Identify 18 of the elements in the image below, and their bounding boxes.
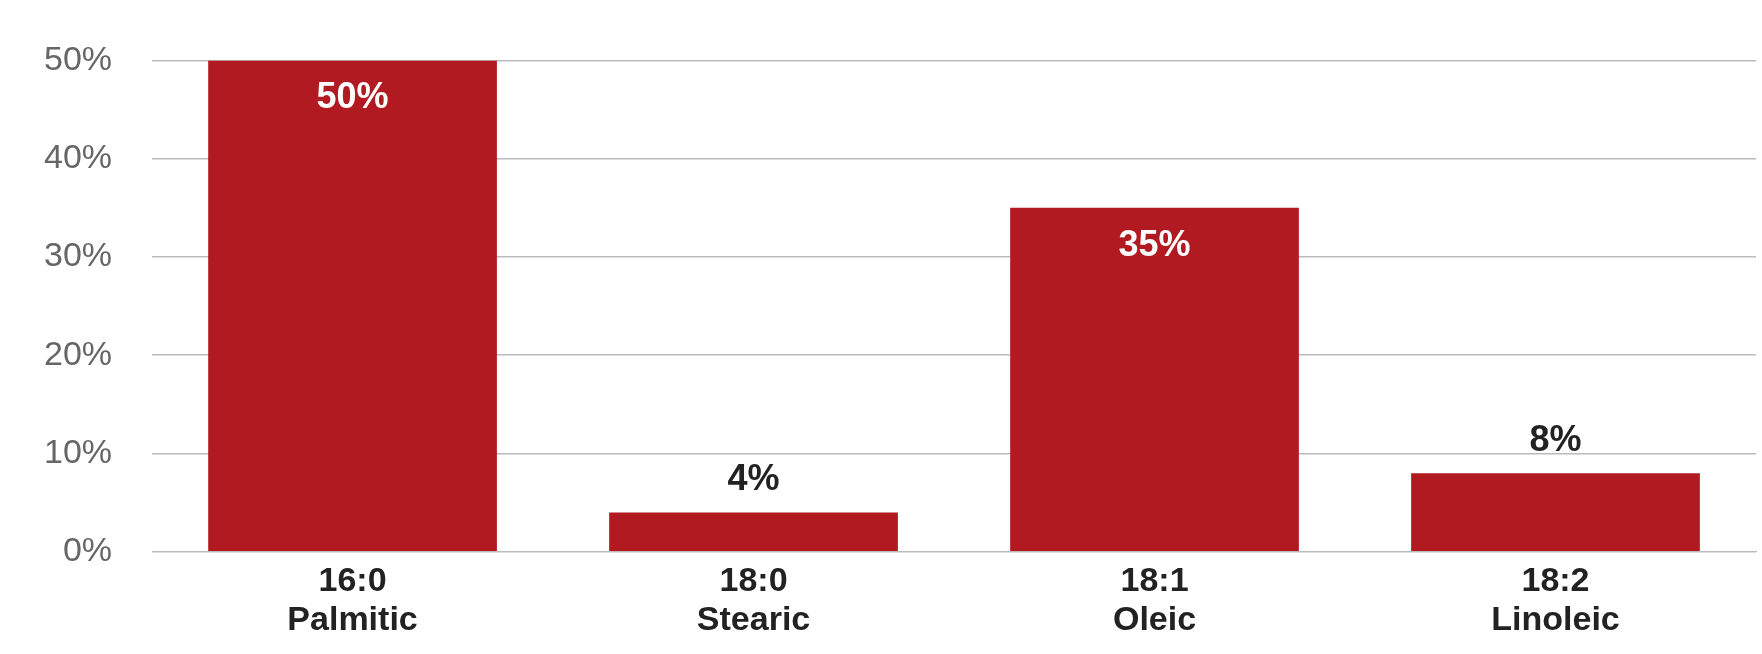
x-tick-label: 16:0 Palmitic <box>287 559 418 637</box>
data-label: 8% <box>1529 418 1582 460</box>
y-tick-label: 20% <box>43 333 113 372</box>
y-tick-label: 30% <box>43 235 113 274</box>
data-label: 35% <box>1118 222 1191 264</box>
y-tick-label: 50% <box>43 38 113 77</box>
x-tick-label: 18:0 Stearic <box>696 559 811 637</box>
y-tick-label: 10% <box>43 431 113 470</box>
x-tick-label: 18:2 Linoleic <box>1491 559 1620 637</box>
y-tick-label: 40% <box>43 137 113 176</box>
bar <box>1411 473 1700 552</box>
bar <box>208 60 497 552</box>
data-label: 4% <box>727 457 780 499</box>
bar <box>609 512 898 552</box>
data-label: 50% <box>316 75 389 117</box>
x-tick-label: 18:1 Oleic <box>1112 559 1197 637</box>
bar <box>1010 207 1299 552</box>
y-tick-label: 0% <box>62 530 113 569</box>
